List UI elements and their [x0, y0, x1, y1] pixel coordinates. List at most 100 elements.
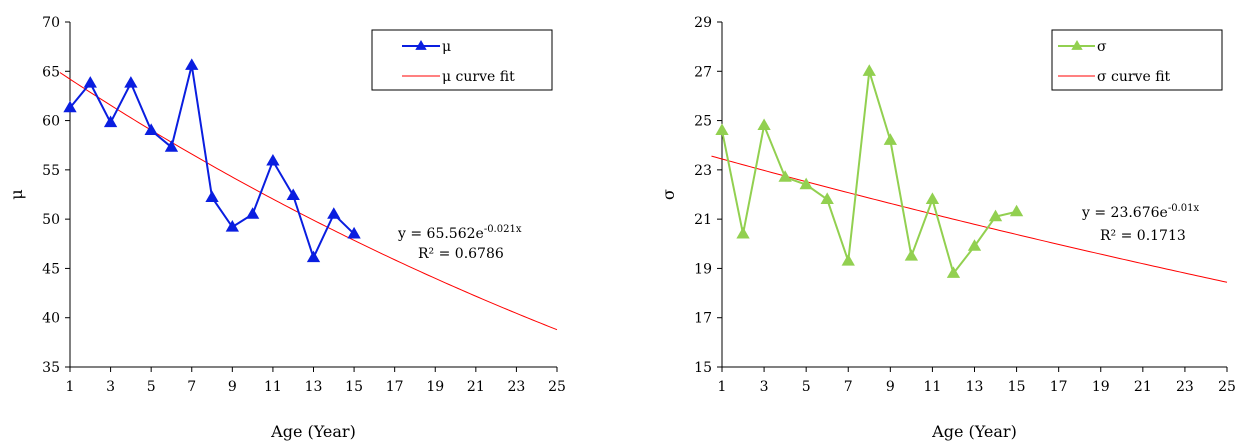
data-point-marker	[988, 209, 1003, 222]
sigma-legend-label: σ	[1097, 39, 1107, 55]
data-point-marker	[327, 207, 341, 219]
data-point-marker	[715, 123, 729, 135]
data-point-marker	[799, 177, 813, 190]
mu-legend-label: μ	[442, 39, 451, 55]
curve-fit-line	[59, 72, 558, 331]
x-tick-label: 21	[467, 379, 485, 395]
y-tick-label: 55	[42, 163, 60, 179]
y-tick-label: 15	[694, 360, 712, 376]
y-tick-label: 27	[694, 64, 712, 80]
mu-y-axis-label: μ	[7, 189, 26, 199]
data-line	[69, 65, 355, 261]
data-point-marker	[225, 220, 239, 232]
data-point-marker	[63, 100, 77, 113]
data-point-marker	[778, 170, 792, 182]
mu-series	[63, 58, 361, 263]
sigma-fit-legend-label: σ curve fit	[1097, 69, 1171, 85]
mu-curve-fit-line	[59, 72, 558, 331]
mu-equation: y = 65.562e-0.021x	[397, 224, 522, 242]
mu-legend-triangle-icon	[415, 40, 427, 50]
data-point-marker	[820, 192, 834, 204]
mu-equation-exponent: -0.021x	[484, 224, 522, 235]
x-tick-label: 17	[386, 379, 404, 395]
y-tick-label: 60	[42, 114, 60, 130]
sigma-equation-base: y = 23.676e	[1081, 205, 1168, 221]
data-point-marker	[205, 190, 219, 203]
x-tick-label: 13	[966, 379, 984, 395]
y-tick-label: 40	[42, 311, 60, 327]
y-tick-label: 29	[694, 15, 712, 31]
data-point-marker	[185, 58, 199, 70]
y-tick-label: 70	[42, 15, 60, 31]
sigma-legend-box	[1051, 29, 1223, 91]
data-point-marker	[124, 76, 138, 88]
x-tick-label: 9	[228, 379, 237, 395]
x-tick-label: 5	[802, 379, 811, 395]
y-tick-label: 23	[694, 163, 712, 179]
data-point-marker	[883, 133, 897, 145]
x-tick-label: 23	[508, 379, 526, 395]
y-tick-label: 17	[694, 311, 712, 327]
x-tick-label: 25	[548, 379, 566, 395]
data-point-marker	[736, 226, 750, 239]
mu-r-squared: R² = 0.6786	[418, 246, 504, 262]
x-tick-label: 7	[187, 379, 196, 395]
data-point-marker	[862, 64, 876, 76]
data-point-marker	[757, 118, 771, 131]
mu-equation-annotation: y = 65.562e-0.021x R² = 0.6786	[397, 224, 522, 262]
x-tick-label: 19	[1092, 379, 1110, 395]
sigma-legend-triangle-icon	[1071, 40, 1083, 50]
x-tick-label: 17	[1050, 379, 1068, 395]
x-tick-label: 23	[1176, 379, 1194, 395]
data-point-marker	[306, 250, 321, 263]
sigma-y-ticks: 15 17 19 21 23 25 27 29	[694, 15, 722, 376]
data-point-marker	[144, 123, 158, 135]
data-point-marker	[841, 254, 855, 266]
x-tick-label: 3	[760, 379, 769, 395]
x-tick-label: 3	[106, 379, 115, 395]
x-tick-label: 15	[1008, 379, 1026, 395]
sigma-x-ticks: 1 3 5 7 9 11 13 15 17 19 21 23 25	[718, 367, 1236, 395]
data-point-marker	[266, 153, 280, 166]
x-tick-label: 15	[345, 379, 363, 395]
data-point-marker	[164, 140, 179, 152]
y-tick-label: 45	[42, 261, 60, 277]
x-tick-label: 1	[66, 379, 75, 395]
sigma-y-axis-label: σ	[659, 189, 678, 200]
x-tick-label: 25	[1218, 379, 1236, 395]
mu-fit-legend-label: μ curve fit	[442, 69, 515, 85]
x-tick-label: 11	[264, 379, 282, 395]
x-tick-label: 13	[305, 379, 323, 395]
data-point-marker	[245, 207, 260, 219]
mu-x-ticks: 1 3 5 7 9 11 13 15 17 19 21 23 25	[66, 367, 566, 395]
curve-fit-line	[711, 155, 1228, 283]
sigma-legend: σ σ curve fit	[1051, 29, 1223, 91]
data-point-marker	[904, 249, 919, 261]
y-tick-label: 35	[42, 360, 60, 376]
x-tick-label: 9	[886, 379, 895, 395]
sigma-equation: y = 23.676e-0.01x	[1081, 203, 1199, 221]
x-tick-label: 5	[147, 379, 156, 395]
mu-legend: μ μ curve fit	[371, 29, 553, 91]
x-tick-label: 19	[426, 379, 444, 395]
data-point-marker	[286, 188, 300, 201]
sigma-equation-exponent: -0.01x	[1168, 203, 1200, 214]
mu-x-axis-label: Age (Year)	[270, 422, 356, 441]
sigma-curve-fit-line	[711, 155, 1228, 283]
data-point-marker	[103, 115, 118, 128]
y-tick-label: 19	[694, 261, 712, 277]
mu-y-ticks: 35 40 45 50 55 60 65 70	[42, 15, 70, 376]
data-point-marker	[925, 192, 940, 204]
y-tick-label: 21	[694, 212, 712, 228]
y-tick-label: 25	[694, 114, 712, 130]
data-point-marker	[946, 266, 961, 278]
x-tick-label: 1	[718, 379, 727, 395]
data-point-marker	[347, 226, 361, 239]
mu-legend-box	[371, 29, 553, 91]
sigma-series	[715, 64, 1024, 278]
y-tick-label: 65	[42, 64, 60, 80]
sigma-r-squared: R² = 0.1713	[1100, 228, 1186, 244]
x-tick-label: 7	[844, 379, 853, 395]
